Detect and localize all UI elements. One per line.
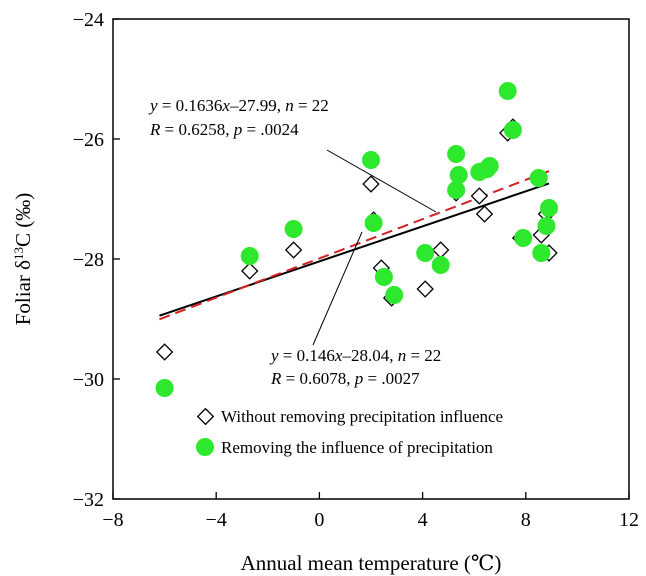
circle-point bbox=[529, 169, 548, 187]
circle-point bbox=[362, 151, 380, 169]
upper-annotation-leader bbox=[326, 149, 437, 213]
legend-label-removing: Removing the influence of precipitation bbox=[221, 438, 493, 457]
circle-point bbox=[364, 214, 383, 232]
circle-point bbox=[532, 244, 551, 262]
x-tick-label: 12 bbox=[619, 509, 639, 531]
x-tick-label: −4 bbox=[206, 509, 227, 531]
axis-ticks: −8 −4 0 4 8 12 −32 −30 −28 −26 −24 bbox=[73, 9, 639, 531]
diamond-point bbox=[241, 262, 259, 280]
lower-fit-equation: y = 0.146x–28.04, n = 22 bbox=[269, 346, 441, 365]
x-tick-label: −8 bbox=[102, 509, 123, 531]
y-axis-label: Foliar δ13C (‰) bbox=[11, 193, 36, 326]
circle-point bbox=[480, 157, 499, 175]
x-axis-label: Annual mean temperature (℃) bbox=[241, 551, 502, 575]
circle-point bbox=[155, 379, 174, 397]
diamond-point bbox=[416, 280, 434, 298]
lower-fit-stats: R = 0.6078, p = .0027 bbox=[270, 369, 420, 388]
circle-point bbox=[447, 145, 466, 163]
legend-circle-marker bbox=[196, 438, 214, 456]
legend: Without removing precipitation influence… bbox=[196, 407, 503, 457]
y-tick-label: −26 bbox=[73, 129, 104, 151]
diamond-point bbox=[284, 241, 303, 259]
circle-point bbox=[537, 217, 556, 235]
circle-point bbox=[449, 166, 468, 184]
circle-point bbox=[447, 181, 466, 199]
y-tick-label: −28 bbox=[73, 249, 104, 271]
x-tick-label: 8 bbox=[521, 509, 531, 531]
y-tick-label: −32 bbox=[73, 489, 104, 511]
upper-fit-stats: R = 0.6258, p = .0024 bbox=[149, 120, 299, 139]
diamond-point bbox=[431, 241, 450, 259]
circle-point bbox=[385, 286, 404, 304]
annotation-leaders bbox=[312, 149, 437, 346]
circle-point bbox=[503, 121, 522, 139]
legend-diamond-marker bbox=[196, 407, 215, 426]
circle-point bbox=[416, 244, 435, 262]
fit-lines bbox=[159, 170, 550, 321]
circle-point bbox=[540, 199, 559, 217]
circle-point bbox=[498, 82, 517, 100]
x-tick-label: 0 bbox=[314, 509, 324, 531]
legend-label-without-removing: Without removing precipitation influence bbox=[221, 407, 503, 426]
y-tick-label: −30 bbox=[73, 369, 104, 391]
diamond-point bbox=[470, 187, 489, 205]
y-tick-label: −24 bbox=[73, 9, 104, 31]
circle-point bbox=[431, 256, 450, 274]
diamond-point bbox=[362, 175, 380, 193]
diamond-point bbox=[475, 205, 494, 223]
circle-point bbox=[284, 220, 303, 238]
upper-fit-equation: y = 0.1636x–27.99, n = 22 bbox=[148, 96, 329, 115]
circle-point bbox=[374, 268, 393, 286]
lower-annotation-leader bbox=[312, 231, 363, 346]
dashed-fit-line bbox=[159, 170, 550, 321]
diamond-point bbox=[155, 343, 174, 361]
data-points bbox=[155, 82, 559, 397]
x-tick-label: 4 bbox=[418, 509, 428, 531]
circle-point bbox=[514, 229, 533, 247]
circle-point bbox=[240, 247, 259, 265]
